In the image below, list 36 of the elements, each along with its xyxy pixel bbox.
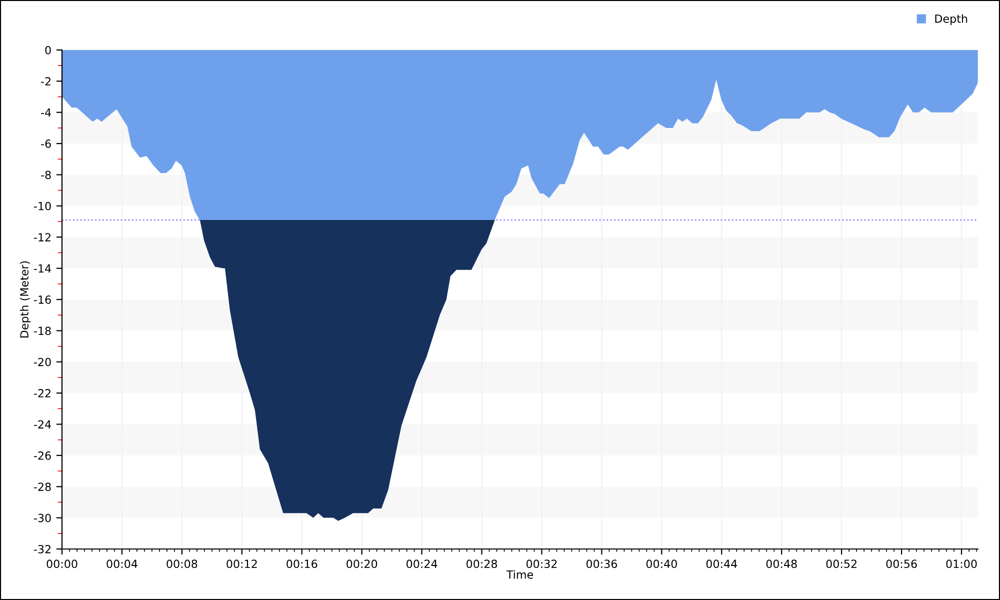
x-tick-label: 00:44 (706, 560, 738, 568)
y-tick-label: -22 (34, 389, 50, 398)
y-tick-label: -18 (34, 326, 51, 336)
x-tick-label: 01:00 (946, 560, 977, 568)
x-tick-label: 00:12 (226, 560, 257, 568)
x-tick-label: 00:56 (886, 560, 917, 568)
y-tick-label: -6 (41, 140, 51, 148)
y-tick-label: -12 (34, 233, 50, 242)
x-tick-label: 00:36 (586, 560, 618, 568)
x-tick-label: 00:24 (406, 560, 438, 568)
x-tick-label: 00:20 (346, 560, 378, 568)
y-tick-label: -24 (34, 420, 51, 428)
y-tick-label: -20 (34, 358, 51, 366)
y-tick-label: -4 (41, 108, 51, 117)
x-tick-label: 00:28 (466, 560, 498, 568)
x-tick-label: 00:08 (166, 560, 198, 568)
x-tick-label: 00:16 (286, 560, 318, 568)
x-tick-label: 00:00 (46, 560, 78, 568)
x-tick-label: 00:52 (826, 560, 856, 568)
y-axis-title: Depth (Meter) (20, 261, 31, 338)
legend-label: Depth (935, 14, 968, 26)
x-tick-label: 00:48 (766, 560, 797, 568)
y-tick-label: -30 (34, 514, 51, 522)
y-tick-label: -14 (34, 264, 51, 273)
y-tick-label: -32 (34, 544, 50, 554)
y-tick-label: 0 (45, 46, 51, 54)
y-tick-label: -2 (41, 77, 50, 86)
y-tick-label: -10 (34, 202, 51, 210)
y-tick-label: -28 (34, 482, 51, 491)
x-tick-label: 00:32 (526, 560, 557, 568)
y-tick-label: -16 (34, 295, 51, 304)
y-tick-label: -8 (41, 170, 51, 180)
x-axis-title: Time (506, 570, 533, 579)
x-tick-label: 00:04 (106, 560, 138, 568)
x-tick-label: 00:40 (646, 560, 677, 568)
y-tick-label: -26 (34, 451, 51, 460)
